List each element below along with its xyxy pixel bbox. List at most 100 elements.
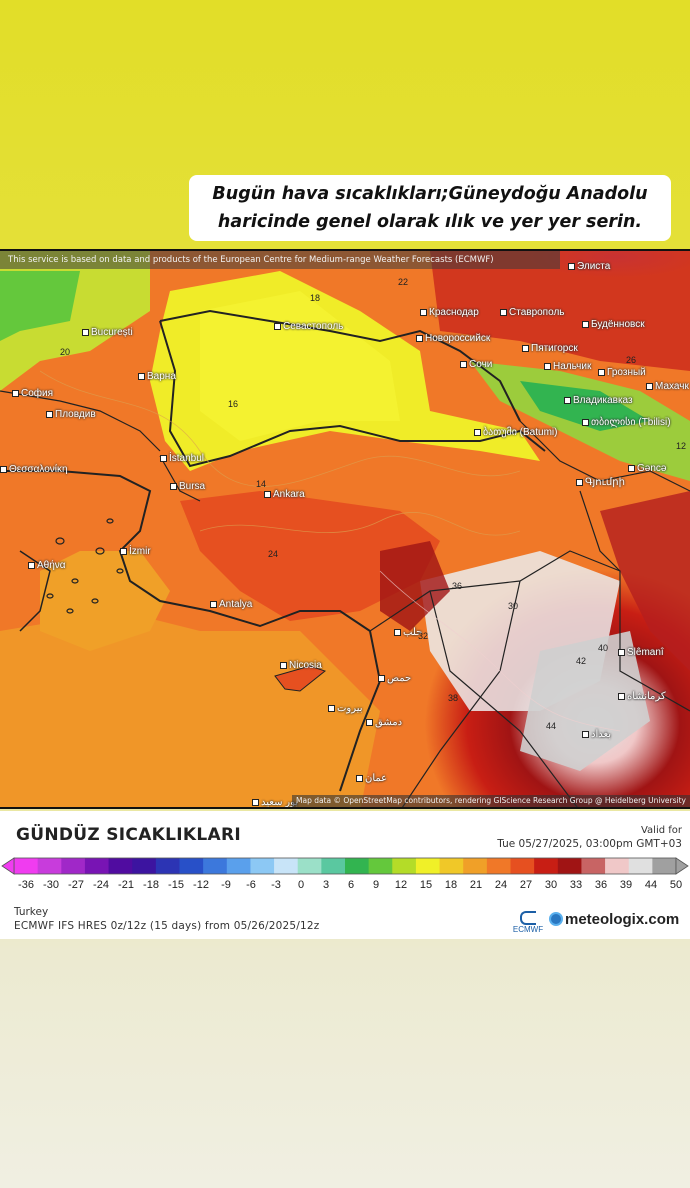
isotherm-label: 16 <box>228 399 239 409</box>
city-slemani: Slêmanî <box>618 647 664 658</box>
scale-segment <box>84 858 110 874</box>
scale-tick-label: 15 <box>419 879 433 891</box>
ecmwf-icon <box>520 911 536 925</box>
city-athina: Αθήνα <box>28 560 66 571</box>
scale-tick-label: -27 <box>68 879 84 891</box>
isotherm-label: 18 <box>310 293 321 303</box>
scale-left-arrow <box>1 857 15 875</box>
city-novorossiysk: Новороссийск <box>416 333 490 344</box>
isotherm-label: 26 <box>626 355 637 365</box>
scale-segment <box>203 858 228 874</box>
scale-segment <box>37 858 62 874</box>
city-makhachkala: Махачк <box>646 381 689 392</box>
city-homs: حمص <box>378 673 411 684</box>
caption-line-1: Bugün hava sıcaklıkları;Güneydoğu Anadol… <box>212 184 648 204</box>
isotherm-label: 20 <box>60 347 71 357</box>
city-izmir: İzmir <box>120 546 151 557</box>
scale-tick-label: 12 <box>394 879 408 891</box>
scale-segment <box>14 858 39 874</box>
city-dimashq: دمشق <box>366 717 402 728</box>
scale-tick-label: -30 <box>43 879 59 891</box>
scale-segment <box>250 858 275 874</box>
city-ganca: Gəncə <box>628 463 666 474</box>
caption-box: Bugün hava sıcaklıkları;Güneydoğu Anadol… <box>189 175 671 241</box>
city-halab: حلب <box>394 627 422 638</box>
city-krasnodar: Краснодар <box>420 307 479 318</box>
city-pyatigorsk: Пятигорск <box>522 343 578 354</box>
isotherm-label: 32 <box>418 631 429 641</box>
scale-segment <box>557 858 582 874</box>
map-attribution-top: This service is based on data and produc… <box>0 251 560 269</box>
scale-tick-label: -12 <box>193 879 209 891</box>
scale-segment <box>628 858 653 874</box>
isotherm-label: 36 <box>452 581 463 591</box>
scale-tick-label: -36 <box>18 879 34 891</box>
scale-segment <box>368 858 393 874</box>
city-nalchik: Нальчик <box>544 361 591 372</box>
scale-segment <box>605 858 630 874</box>
valid-time: Tue 05/27/2025, 03:00pm GMT+03 <box>497 838 682 850</box>
isotherm-label: 30 <box>508 601 519 611</box>
scale-tick-label: -18 <box>143 879 159 891</box>
city-ankara: Ankara <box>264 489 305 500</box>
scale-tick-label: 3 <box>322 879 330 891</box>
isotherm-label: 44 <box>546 721 557 731</box>
city-plovdiv: Пловдив <box>46 409 96 420</box>
scale-segment <box>226 858 251 874</box>
city-gyumri: Գյումրի <box>576 477 625 488</box>
city-elista: Элиста <box>568 261 610 272</box>
scale-segment <box>132 858 157 874</box>
scale-tick-label: 21 <box>469 879 483 891</box>
scale-tick-label: 9 <box>372 879 380 891</box>
scale-tick-label: 36 <box>594 879 608 891</box>
valid-label: Valid for <box>640 825 682 836</box>
isotherm-label: 42 <box>576 656 587 666</box>
scale-tick-label: -9 <box>221 879 231 891</box>
scale-tick-label: 0 <box>297 879 305 891</box>
scale-segment <box>321 858 346 874</box>
isotherm-label: 40 <box>598 643 609 653</box>
city-sochi: Сочи <box>460 359 492 370</box>
scale-tick-label: 33 <box>569 879 583 891</box>
scale-segment <box>155 858 180 874</box>
scale-segment <box>108 858 133 874</box>
scale-tick-label: -6 <box>246 879 256 891</box>
city-amman: عمان <box>356 773 387 784</box>
scale-segment <box>179 858 204 874</box>
city-vladikavkaz: Владикавказ <box>564 395 633 406</box>
scale-right-arrow <box>675 857 689 875</box>
city-sofia: София <box>12 388 53 399</box>
scale-tick-label: 24 <box>494 879 508 891</box>
isotherm-label: 22 <box>398 277 409 287</box>
color-scale-ticks: -36 -30 -27 -24 -21 -18 -15 -12 -9 -6 -3 0 3 6 9 12 15 18… <box>14 879 686 893</box>
scale-tick-label: 39 <box>619 879 633 891</box>
city-varna: Варна <box>138 371 176 382</box>
scale-segment <box>581 858 606 874</box>
city-antalya: Antalya <box>210 599 252 610</box>
meteologix-icon <box>549 912 563 926</box>
isotherm-label: 12 <box>676 441 687 451</box>
city-budennovsk: Будённовск <box>582 319 645 330</box>
isotherm-label: 38 <box>448 693 459 703</box>
scale-tick-label: 44 <box>644 879 658 891</box>
temperature-map[interactable]: This service is based on data and produc… <box>0 249 690 809</box>
city-tbilisi: თბილისი (Tbilisi) <box>582 417 671 428</box>
city-grozny: Грозный <box>598 367 646 378</box>
scale-tick-label: -24 <box>93 879 109 891</box>
scale-segment <box>61 858 86 874</box>
ecmwf-logo: ECMWF <box>511 911 545 935</box>
city-kermanshah: کرمانشاه <box>618 691 666 702</box>
legend-title: GÜNDÜZ SICAKLIKLARI <box>16 825 241 845</box>
color-scale-bar <box>1 857 689 875</box>
scale-segment <box>345 858 370 874</box>
scale-tick-label: 27 <box>519 879 533 891</box>
isotherm-label: 14 <box>256 479 267 489</box>
scale-segment <box>297 858 322 874</box>
scale-segment <box>439 858 464 874</box>
scale-segment <box>392 858 417 874</box>
meteologix-logo[interactable]: meteologix.com <box>549 911 679 928</box>
city-istanbul: İstanbul <box>160 453 204 464</box>
city-port-said: بور سعيد <box>252 797 298 807</box>
map-attribution-bottom: Map data © OpenStreetMap contributors, r… <box>292 795 690 807</box>
scale-segment <box>652 858 677 874</box>
